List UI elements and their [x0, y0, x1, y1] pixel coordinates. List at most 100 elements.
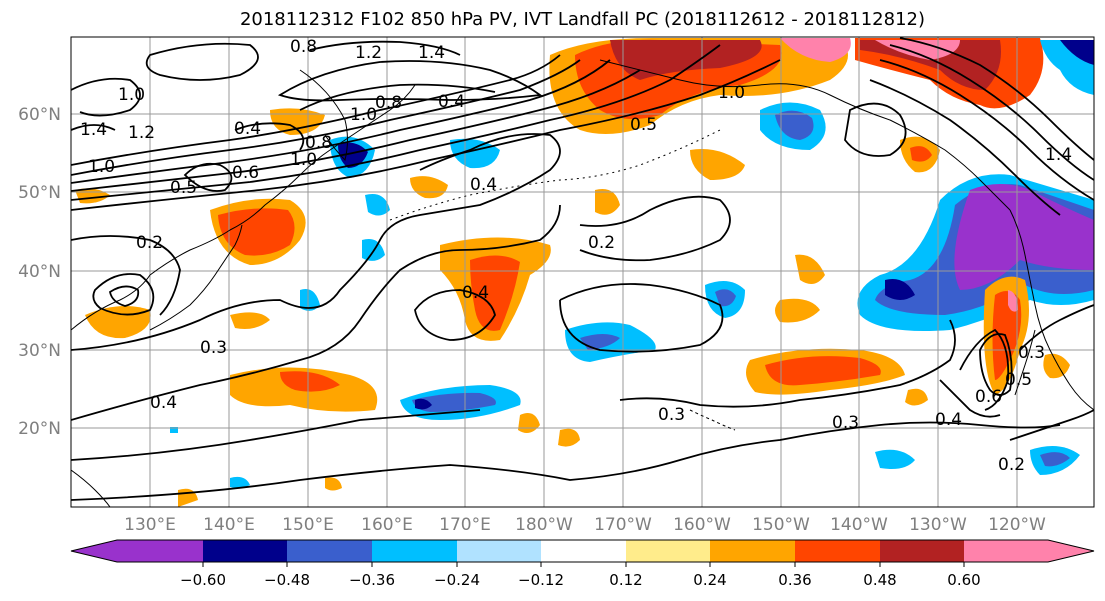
- pink-anomaly-region: [780, 38, 851, 62]
- pv-contour: [619, 319, 956, 408]
- lon-tick-label: 180°W: [515, 515, 573, 535]
- positive-anomaly-core: [910, 146, 932, 162]
- pv-contour: [71, 133, 561, 351]
- pv-contour: [71, 54, 561, 166]
- colorbar-tick-label: −0.60: [180, 571, 226, 589]
- lon-tick-label: 150°E: [282, 515, 334, 535]
- pv-contour: [309, 40, 461, 56]
- contour-label: 1.0: [350, 105, 377, 125]
- pv-contour: [959, 328, 1010, 411]
- colorbar-tick-label: −0.48: [264, 571, 310, 589]
- philippines-coastline: [71, 469, 111, 507]
- positive-anomaly-core: [280, 371, 340, 392]
- negative-anomaly-peak: [885, 279, 915, 300]
- contour-label: 0.4: [470, 175, 497, 195]
- positive-anomaly-region: [690, 149, 745, 180]
- contour-label: 0.6: [975, 387, 1002, 407]
- pv-contour: [899, 37, 1094, 161]
- contour-label: 1.0: [290, 150, 317, 170]
- lat-tick-label: 40°N: [18, 262, 61, 282]
- colorbar-extend-low: [71, 540, 117, 562]
- negative-anomaly-core: [775, 110, 814, 140]
- contour-label: 0.4: [462, 283, 489, 303]
- negative-anomaly-region: [450, 138, 500, 169]
- pv-contour: [299, 83, 496, 111]
- negative-anomaly-peak: [415, 398, 432, 410]
- north-america-coastline: [1009, 209, 1094, 411]
- colorbar-segment: [964, 540, 1048, 562]
- lat-tick-label: 30°N: [18, 341, 61, 361]
- colorbar-segment: [203, 540, 287, 562]
- colorbar-extend-high: [1048, 540, 1094, 562]
- negative-anomaly-region: [365, 194, 390, 216]
- contour-label: 1.0: [718, 83, 745, 103]
- contour-label: 1.0: [88, 157, 115, 177]
- positive-anomaly-core: [218, 208, 295, 256]
- positive-anomaly-region: [595, 189, 620, 215]
- positive-anomaly-peak: [610, 40, 762, 80]
- pv-contour: [71, 124, 116, 131]
- colorbar-segment: [795, 540, 880, 562]
- pv-contour: [559, 283, 724, 353]
- negative-anomaly-core: [1040, 452, 1070, 467]
- pv-contour: [145, 42, 259, 81]
- colorbar-tick-label: 0.48: [863, 571, 896, 589]
- pv-contour: [879, 59, 1094, 201]
- baja-coastline: [1014, 329, 1036, 396]
- pv-contour: [71, 44, 721, 201]
- contour-label: 0.3: [658, 405, 685, 425]
- map-title: 2018112312 F102 850 hPa PV, IVT Landfall…: [239, 9, 926, 30]
- colorbar-tick-label: −0.24: [434, 571, 480, 589]
- contour-label: 1.2: [355, 43, 382, 63]
- pv-contour: [71, 59, 611, 184]
- pv-contour: [92, 273, 155, 316]
- pv-contour: [234, 122, 305, 151]
- contour-label: 0.8: [305, 133, 332, 153]
- pink-anomaly-region: [875, 40, 960, 60]
- pv-contour: [579, 195, 731, 262]
- contour-label: 1.0: [118, 85, 145, 105]
- colorbar: −0.60 −0.48 −0.36 −0.24 −0.12 0.12 0.24 …: [70, 539, 1095, 589]
- pv-contour: [889, 44, 1094, 181]
- coastlines: [71, 59, 1094, 507]
- positive-anomaly-region: [410, 176, 448, 199]
- aleutian-islands: [389, 129, 721, 221]
- contour-label: 1.2: [128, 123, 155, 143]
- lon-tick-label: 170°E: [439, 515, 491, 535]
- positive-anomaly-region: [1043, 353, 1070, 379]
- negative-anomaly-core: [412, 392, 496, 412]
- lat-tick-label: 60°N: [18, 105, 61, 125]
- pink-anomaly-region: [1008, 290, 1018, 312]
- map-frame: [70, 36, 1095, 508]
- lon-tick-label: 120°W: [988, 515, 1046, 535]
- contour-label: 1.4: [1045, 145, 1072, 165]
- contour-label: 0.4: [150, 393, 177, 413]
- latitude-labels: 60°N 50°N 40°N 30°N 20°N: [18, 105, 61, 439]
- pv-contour: [71, 235, 181, 316]
- contour-label: 0.4: [234, 119, 261, 139]
- pv-contour: [1019, 304, 1094, 351]
- colorbar-tick-labels: −0.60 −0.48 −0.36 −0.24 −0.12 0.12 0.24 …: [180, 571, 981, 589]
- lon-tick-label: 140°W: [830, 515, 888, 535]
- colorbar-segment: [880, 540, 964, 562]
- contour-label: 0.3: [832, 413, 859, 433]
- contour-label: 0.8: [290, 37, 317, 57]
- contour-label: 0.6: [232, 163, 259, 183]
- contour-label: 0.8: [375, 93, 402, 113]
- hawaii-islands: [689, 409, 736, 431]
- colorbar-segment: [541, 540, 626, 562]
- positive-anomaly-region: [775, 298, 820, 323]
- colorbar-segment: [372, 540, 457, 562]
- lon-tick-label: 160°W: [673, 515, 731, 535]
- lon-tick-label: 130°W: [909, 515, 967, 535]
- lon-tick-label: 160°E: [361, 515, 413, 535]
- longitude-labels: 130°E 140°E 150°E 160°E 170°E 180°W 170°…: [124, 515, 1046, 535]
- lon-tick-label: 150°W: [752, 515, 810, 535]
- negative-anomaly-region: [875, 449, 915, 469]
- pv-contour: [71, 59, 781, 211]
- positive-anomaly-region: [905, 388, 928, 406]
- colorbar-tick-label: 0.12: [609, 571, 642, 589]
- positive-anomaly-region: [558, 428, 580, 447]
- positive-anomaly-core: [470, 255, 520, 331]
